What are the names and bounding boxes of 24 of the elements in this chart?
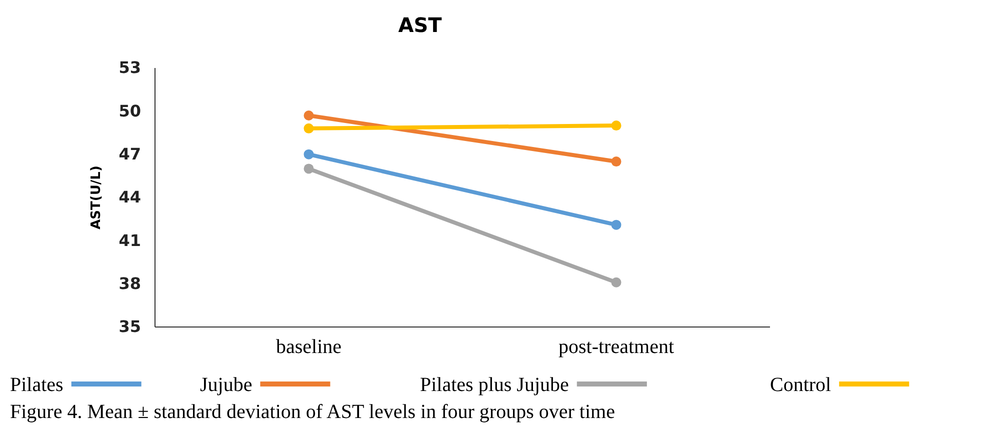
x-tick-label: post-treatment: [558, 336, 674, 358]
point: [611, 156, 622, 167]
point: [304, 110, 314, 120]
x-tick-label: baseline: [276, 336, 342, 358]
point: [611, 277, 622, 288]
legend-label: Jujube: [200, 374, 252, 396]
point: [304, 123, 314, 134]
point: [304, 149, 314, 160]
caption: Figure 4. Mean ± standard deviation of AST levels in four groups over time: [10, 401, 616, 423]
y-tick-label: 44: [118, 188, 141, 207]
y-tick-label: 38: [118, 274, 141, 293]
y-axis-title: AST(U/L): [89, 166, 104, 230]
y-tick-label: 53: [118, 58, 141, 78]
point: [304, 164, 314, 174]
chart-title: AST: [398, 13, 442, 37]
y-tick-label: 47: [118, 144, 141, 164]
y-tick-label: 41: [118, 230, 141, 250]
legend-label: Pilates plus Jujube: [420, 374, 570, 396]
y-tick-label: 50: [118, 101, 141, 120]
y-tick-label: 35: [118, 317, 141, 336]
legend-label: Pilates: [10, 374, 64, 396]
legend-label: Control: [770, 374, 832, 396]
point: [611, 120, 622, 131]
point: [611, 220, 622, 230]
